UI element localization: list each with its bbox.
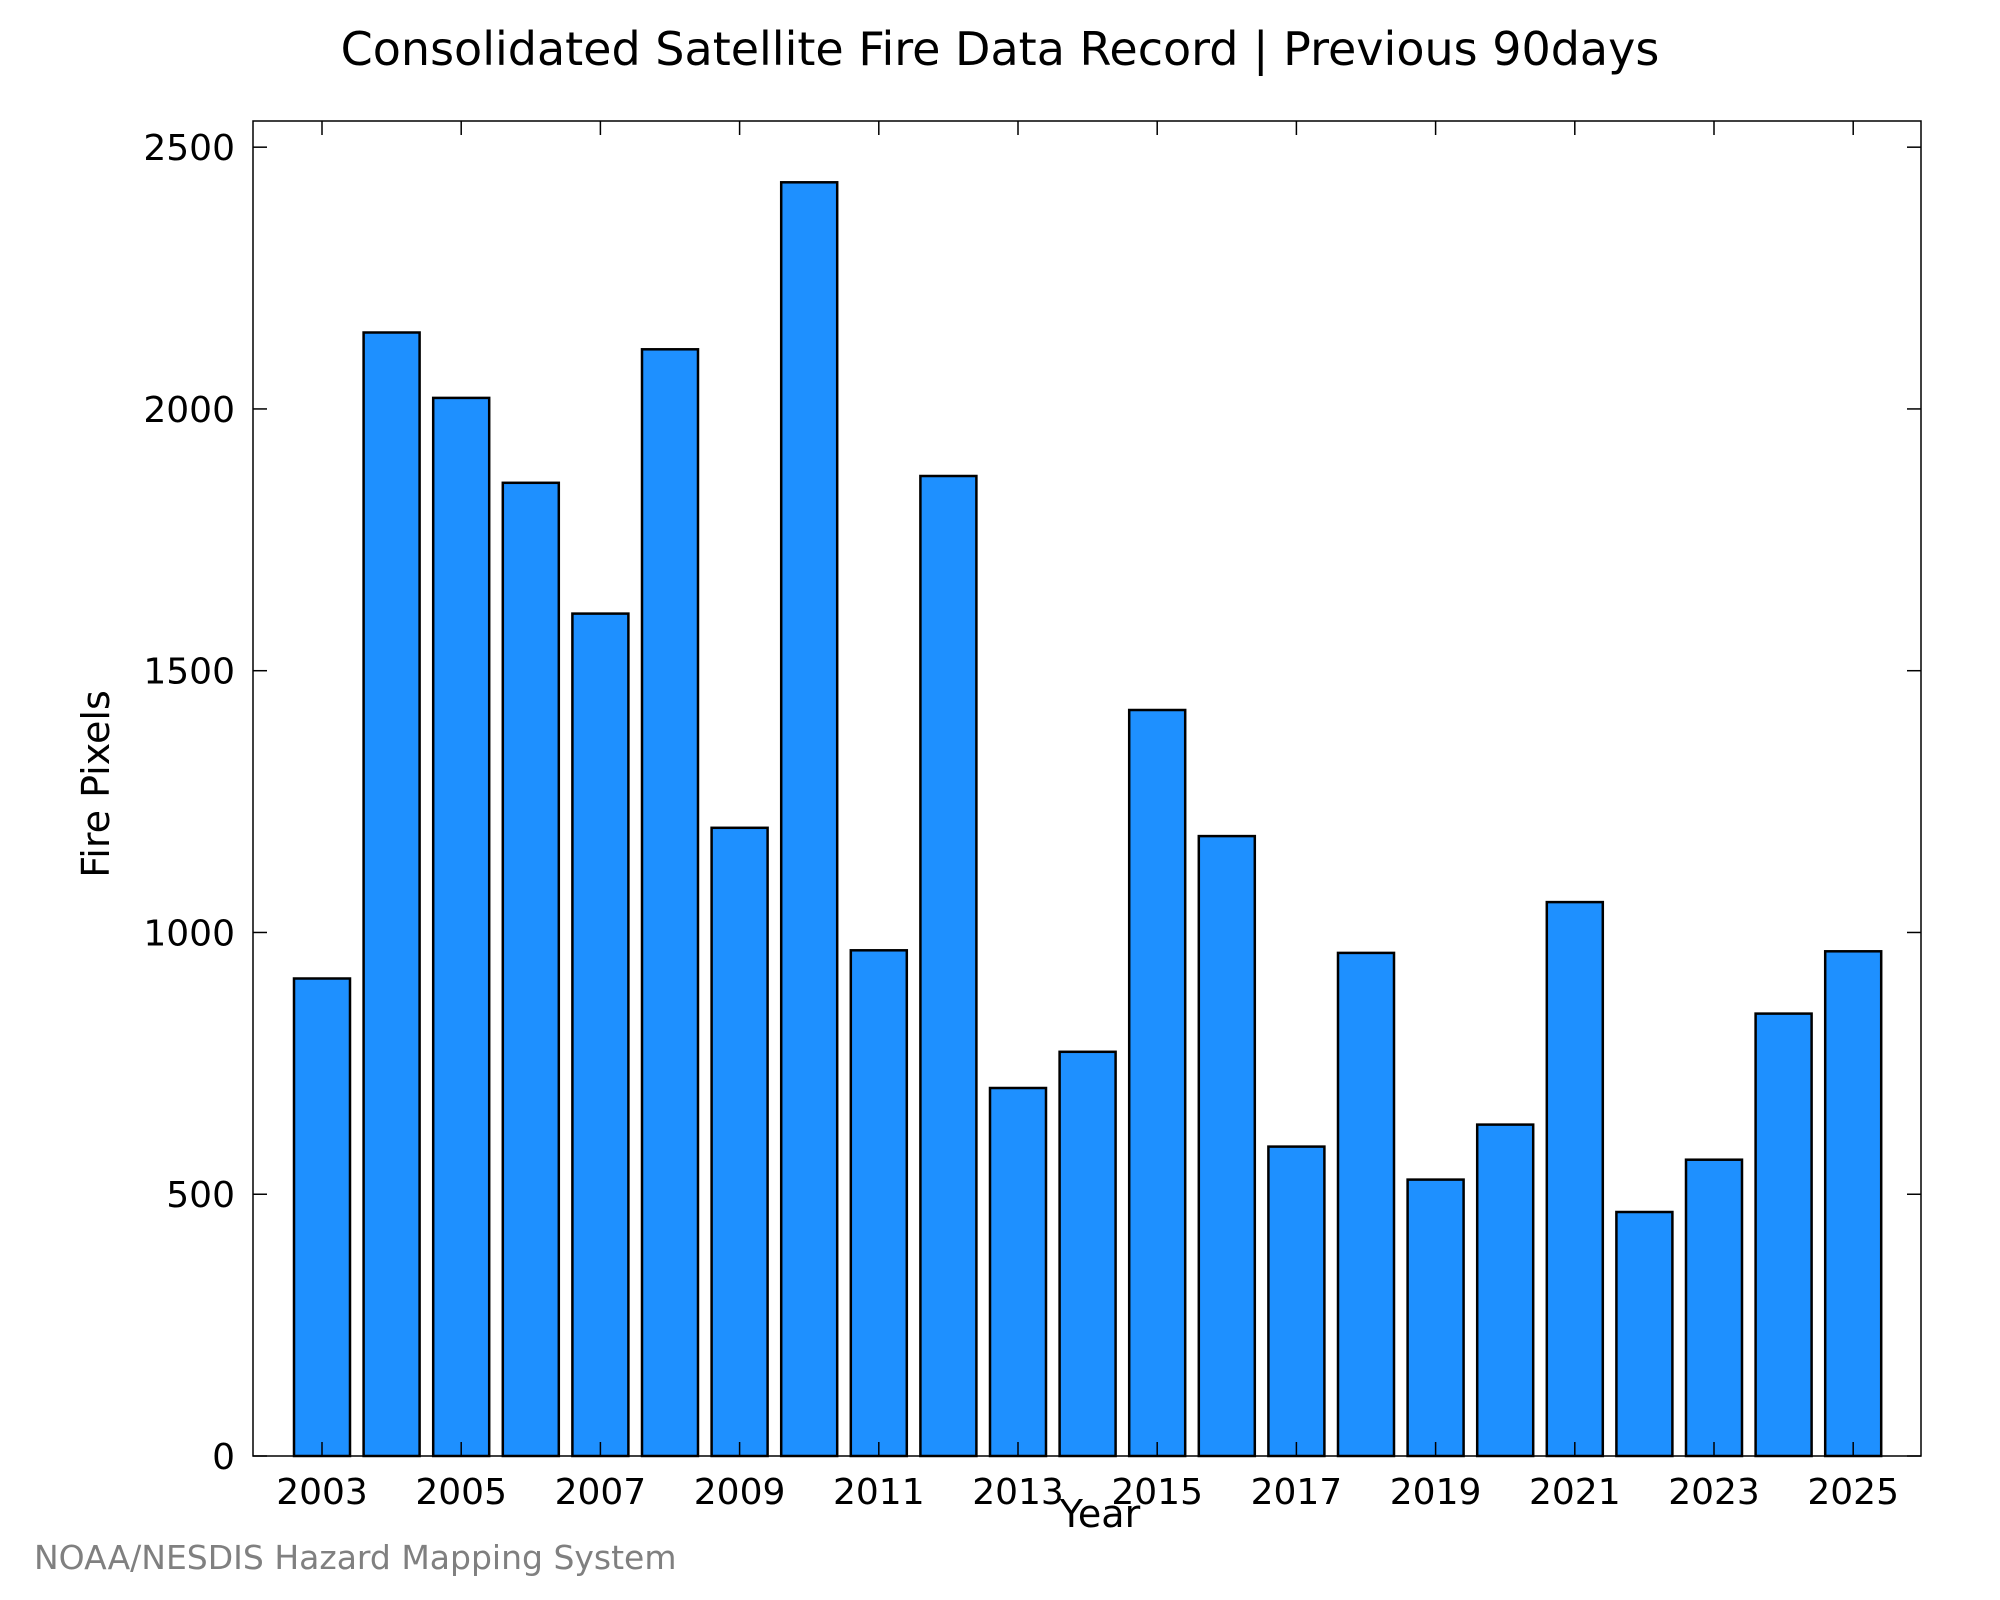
y-tick-label: 0 — [212, 1437, 235, 1478]
bar-2012 — [919, 474, 978, 1458]
bar-2006 — [501, 481, 561, 1458]
y-tick-label: 2000 — [143, 390, 235, 431]
bar-2024 — [1754, 1012, 1813, 1458]
x-tick-label: 2017 — [1251, 1472, 1343, 1513]
x-tick-label: 2003 — [276, 1472, 368, 1513]
x-tick-label: 2009 — [694, 1472, 786, 1513]
bar-2010 — [779, 181, 839, 1458]
bar-2004 — [362, 331, 421, 1458]
y-axis-label: Fire Pixels — [74, 690, 118, 878]
x-tick-label: 2023 — [1668, 1472, 1760, 1513]
source-credit: NOAA/NESDIS Hazard Mapping System — [34, 1538, 677, 1577]
bar-2007 — [571, 612, 630, 1458]
bar-2023 — [1684, 1158, 1744, 1458]
ticks-layer: 0 500 1000 1500 2000 2500 2003 2005 2007 2009 2011… — [143, 121, 1921, 1513]
y-tick-label: 1000 — [143, 913, 235, 954]
x-tick-label: 2013 — [972, 1472, 1064, 1513]
bar-2013 — [988, 1086, 1048, 1458]
x-tick-label: 2021 — [1529, 1472, 1621, 1513]
x-axis-label: Year — [1059, 1492, 1141, 1536]
bar-2014 — [1058, 1050, 1117, 1458]
bar-2003 — [292, 977, 352, 1458]
bar-2005 — [431, 396, 491, 1458]
bar-2021 — [1545, 900, 1605, 1458]
y-tick-label: 500 — [166, 1175, 235, 1216]
x-tick-label: 2011 — [833, 1472, 925, 1513]
bar-2017 — [1267, 1145, 1326, 1458]
bar-2008 — [640, 348, 700, 1458]
bar-2025 — [1823, 950, 1883, 1458]
bar-2015 — [1127, 708, 1187, 1458]
bar-2022 — [1615, 1210, 1674, 1458]
y-tick-label: 1500 — [143, 652, 235, 693]
bar-2011 — [849, 949, 909, 1458]
x-tick-label: 2005 — [415, 1472, 507, 1513]
bar-2018 — [1336, 951, 1396, 1458]
bar-2020 — [1475, 1123, 1535, 1458]
plot-area-frame — [252, 120, 1922, 1457]
x-tick-label: 2007 — [555, 1472, 647, 1513]
bar-2019 — [1406, 1178, 1465, 1458]
x-tick-label: 2015 — [1111, 1472, 1203, 1513]
bars-layer — [292, 181, 1883, 1458]
x-tick-label: 2025 — [1807, 1472, 1899, 1513]
chart-title: Consolidated Satellite Fire Data Record … — [340, 22, 1660, 76]
bar-2016 — [1197, 834, 1257, 1458]
x-tick-label: 2019 — [1390, 1472, 1482, 1513]
y-tick-label: 2500 — [143, 128, 235, 169]
bar-2009 — [710, 826, 769, 1458]
